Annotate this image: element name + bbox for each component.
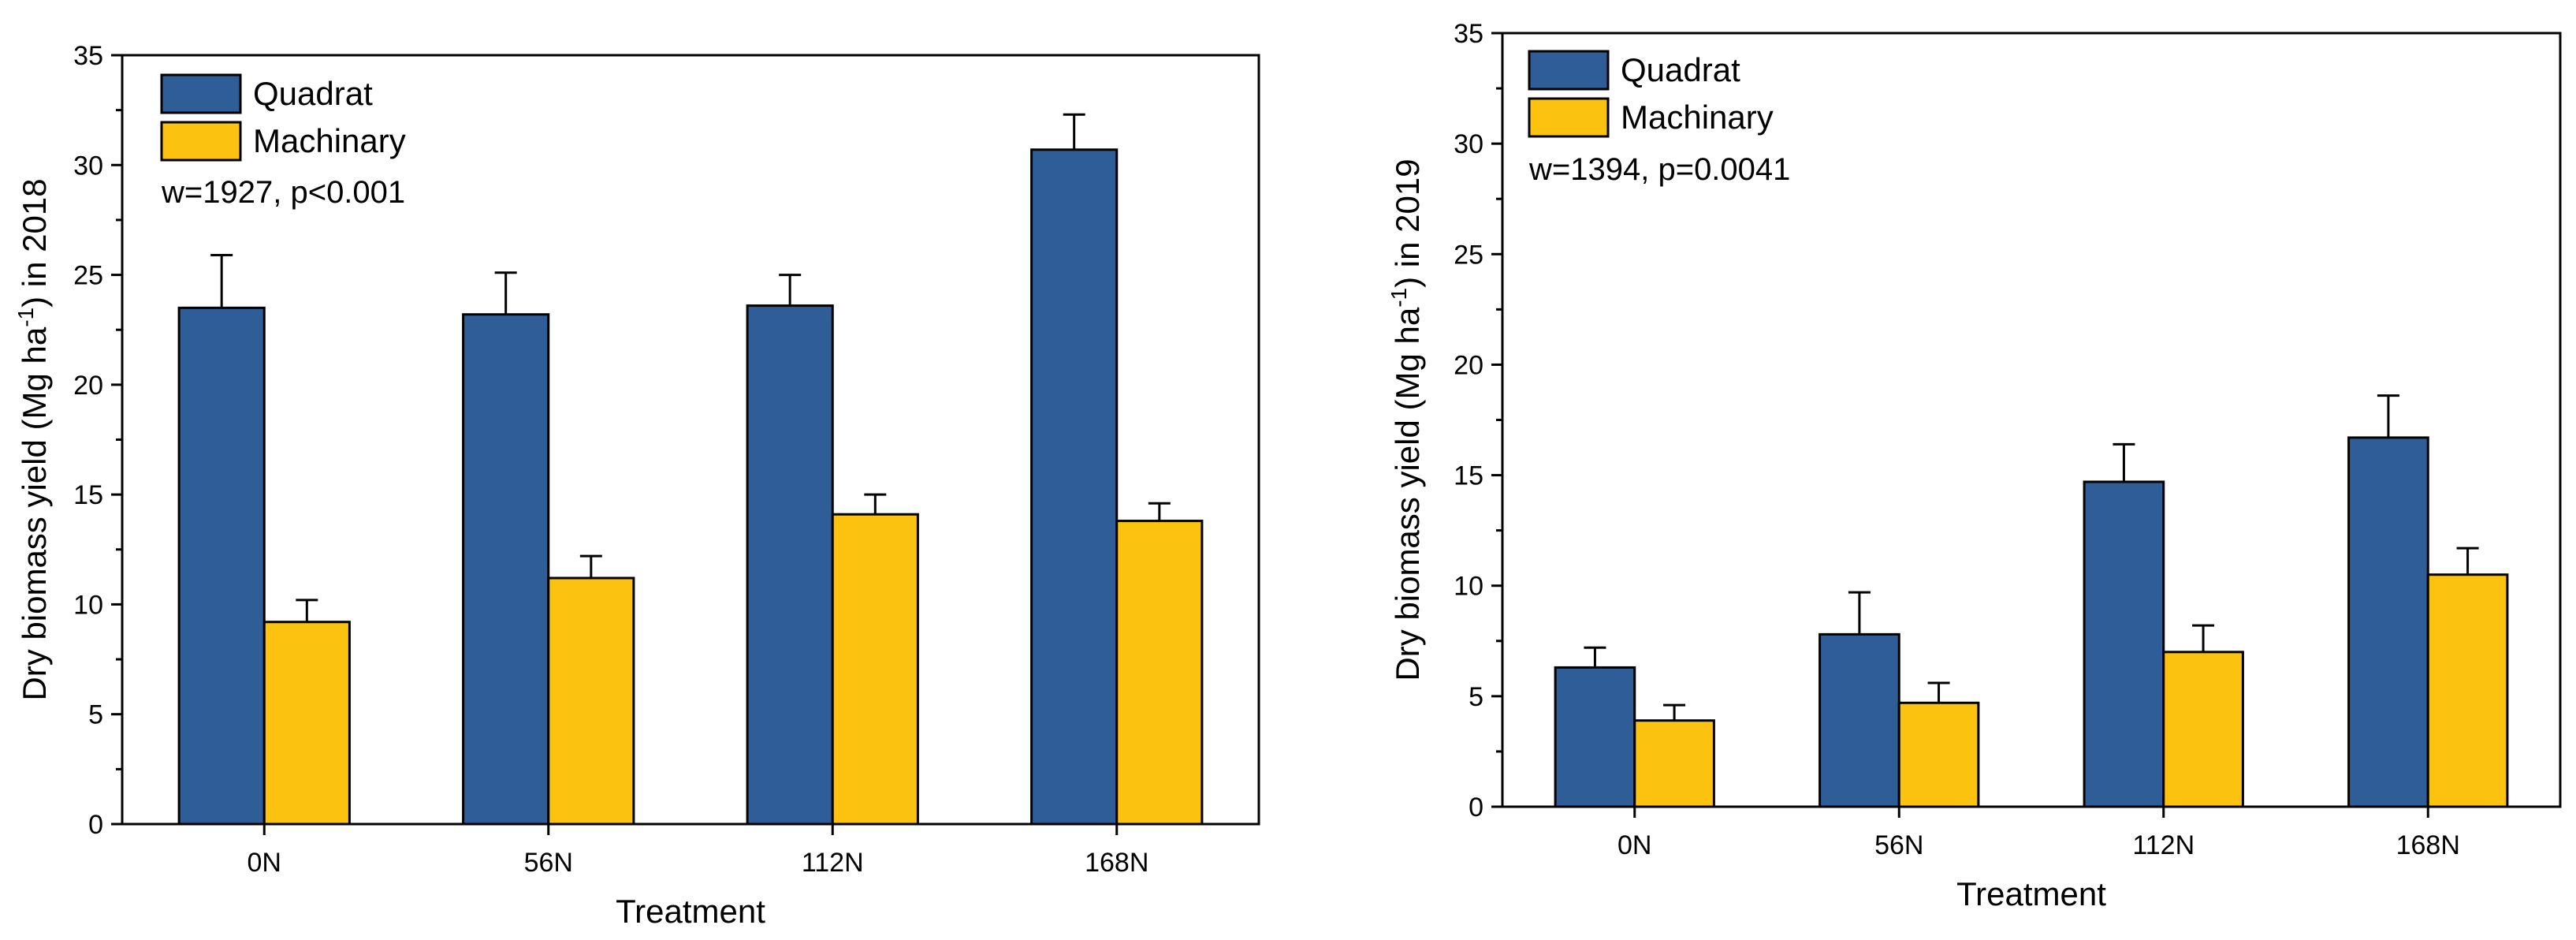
bar-quadrat-56n [1818,632,1900,808]
legend-label-machinary: Machinary [1621,99,1774,136]
bar-quadrat-112n [2083,480,2165,808]
bar-machinary-56n [547,576,635,826]
legend-swatch-quadrat [160,73,242,114]
y-tick-label: 10 [73,590,103,620]
bar-quadrat-0n [1554,666,1636,808]
y-axis-label-superscript: -1 [1387,288,1411,308]
stat-annotation: w=1927, p<0.001 [161,175,405,210]
y-tick-label: 30 [1454,129,1483,159]
legend-label-machinary: Machinary [253,122,406,159]
legend-label-quadrat: Quadrat [1621,51,1740,88]
y-tick-label: 25 [73,261,103,291]
y-tick-label: 5 [1469,682,1483,712]
bar-machinary-168n [2426,573,2509,808]
y-tick-label: 0 [88,810,103,840]
bar-machinary-0n [1633,719,1715,808]
y-tick-label: 35 [73,41,103,71]
bar-quadrat-0n [177,306,266,826]
stat-annotation: w=1394, p=0.0041 [1528,152,1790,187]
x-tick-label: 56N [1874,830,1923,860]
bar-quadrat-168n [2347,436,2429,808]
legend-swatch-machinary [1528,97,1610,138]
y-tick-label: 20 [73,371,103,401]
chart-panel-1: 0 5 10 15 20 25 30 35 0N 56N 112N 168N Treatment Dry … [13,41,1260,930]
bar-machinary-56n [1897,701,1980,808]
bar-quadrat-56n [462,313,550,826]
y-axis-label: Dry biomass yield (Mg ha-1) in 2019 [1387,159,1426,681]
y-tick-label: 25 [1454,240,1483,270]
chart-panel-2: 0 5 10 15 20 25 30 35 0N 56N 112N 168N Treatment Dry … [1387,19,2562,912]
legend-swatch-machinary [160,121,242,162]
y-tick-label: 30 [73,151,103,181]
bar-quadrat-168n [1030,148,1119,826]
x-tick-label: 0N [1617,830,1651,860]
bar-machinary-112n [2162,651,2244,808]
x-tick-label: 112N [802,848,864,878]
y-tick-label: 0 [1469,793,1483,822]
y-axis-label-suffix: ) in 2018 [16,178,53,307]
legend-label-quadrat: Quadrat [253,75,373,112]
y-tick-label: 15 [1454,461,1483,491]
y-tick-label: 10 [1454,572,1483,602]
x-tick-label: 168N [1085,848,1148,878]
x-tick-label: 56N [524,848,573,878]
bar-machinary-112n [831,513,919,826]
y-axis-label: Dry biomass yield (Mg ha-1) in 2018 [13,178,53,700]
x-axis-label: Treatment [1956,875,2106,912]
x-tick-label: 0N [248,848,281,878]
x-tick-label: 112N [2132,830,2194,860]
bar-machinary-0n [262,621,351,826]
legend-swatch-quadrat [1528,50,1610,91]
y-tick-label: 15 [73,480,103,510]
x-axis-label: Treatment [616,893,765,930]
y-tick-label: 20 [1454,350,1483,380]
y-axis-label-suffix: ) in 2019 [1389,159,1426,287]
y-axis-label-main: Dry biomass yield (Mg ha [16,326,53,700]
bar-quadrat-112n [746,304,834,826]
y-tick-label: 35 [1454,19,1483,49]
y-axis-label-superscript: -1 [13,308,38,327]
y-axis-label-main: Dry biomass yield (Mg ha [1389,307,1426,681]
y-tick-label: 5 [88,700,103,730]
bar-machinary-168n [1115,520,1204,826]
x-tick-label: 168N [2396,830,2460,860]
